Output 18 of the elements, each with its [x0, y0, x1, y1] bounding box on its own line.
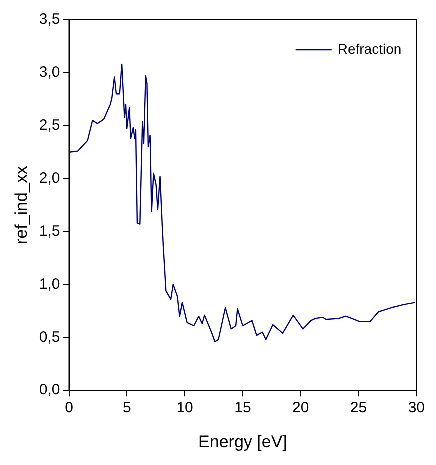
x-tick-label: 30 — [408, 400, 425, 417]
x-tick-label: 10 — [176, 400, 194, 417]
y-tick-label: 1,0 — [39, 276, 60, 293]
y-tick-label: 3,0 — [39, 64, 60, 82]
y-tick-label: 1,5 — [39, 222, 60, 240]
x-tick-label: 5 — [122, 400, 132, 417]
y-tick-label: 0,0 — [39, 382, 60, 399]
y-axis-title: ref_ind_xx — [12, 166, 31, 245]
y-tick-label: 3,5 — [39, 11, 60, 28]
x-tick-label: 20 — [292, 400, 310, 417]
y-tick-label: 0,5 — [39, 328, 60, 346]
y-tick-label: 2,5 — [39, 117, 60, 134]
y-tick-label: 2,0 — [39, 170, 60, 187]
legend-label: Refraction — [338, 40, 402, 57]
x-tick-label: 15 — [234, 400, 252, 417]
x-tick-label: 0 — [65, 400, 74, 417]
x-tick-label: 25 — [350, 400, 368, 417]
x-axis-title: Energy [eV] — [198, 432, 288, 452]
